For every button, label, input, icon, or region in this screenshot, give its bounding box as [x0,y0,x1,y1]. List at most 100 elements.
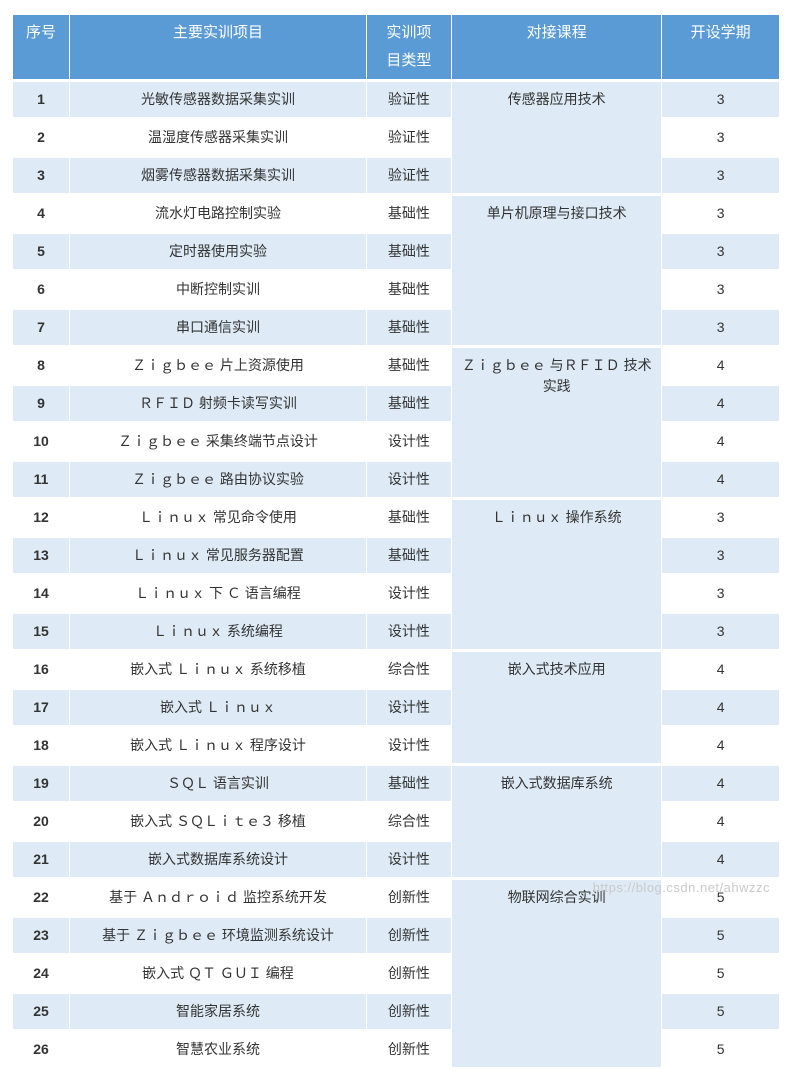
cell-type: 基础性 [367,348,451,383]
table-row: 26 智慧农业系统 创新性 5 [13,1032,779,1067]
cell-term: 4 [662,690,779,725]
table-row: 18 嵌入式 Ｌｉｎｕｘ 程序设计 设计性 4 [13,728,779,763]
cell-proj: 基于 Ａｎｄｒｏｉｄ 监控系统开发 [70,880,366,915]
cell-term: 4 [662,652,779,687]
cell-proj: Ｌｉｎｕｘ 系统编程 [70,614,366,649]
cell-proj: Ｌｉｎｕｘ 常见服务器配置 [70,538,366,573]
col-course: 对接课程 [452,15,661,79]
cell-proj: 嵌入式 ＳＱＬｉｔｅ３ 移植 [70,804,366,839]
table-row: 19 ＳＱＬ 语言实训 基础性 嵌入式数据库系统 4 [13,766,779,801]
cell-seq: 3 [13,158,69,193]
cell-proj: 嵌入式数据库系统设计 [70,842,366,877]
cell-seq: 8 [13,348,69,383]
table-row: 8 Ｚｉｇｂｅｅ 片上资源使用 基础性 Ｚｉｇｂｅｅ 与ＲＦＩＤ 技术实践 4 [13,348,779,383]
col-type: 实训项 目类型 [367,15,451,79]
cell-seq: 2 [13,120,69,155]
cell-seq: 15 [13,614,69,649]
cell-type: 设计性 [367,576,451,611]
cell-course: 传感器应用技术 [452,82,661,193]
cell-term: 3 [662,82,779,117]
cell-term: 5 [662,880,779,915]
table-row: 15 Ｌｉｎｕｘ 系统编程 设计性 3 [13,614,779,649]
cell-term: 5 [662,956,779,991]
table-row: 14 Ｌｉｎｕｘ 下 Ｃ 语言编程 设计性 3 [13,576,779,611]
cell-type: 基础性 [367,196,451,231]
table-row: 12 Ｌｉｎｕｘ 常见命令使用 基础性 Ｌｉｎｕｘ 操作系统 3 [13,500,779,535]
cell-seq: 26 [13,1032,69,1067]
header-row: 序号 主要实训项目 实训项 目类型 对接课程 开设学期 [13,15,779,79]
cell-proj: 温湿度传感器采集实训 [70,120,366,155]
cell-seq: 24 [13,956,69,991]
cell-proj: 嵌入式 Ｌｉｎｕｘ 系统移植 [70,652,366,687]
cell-seq: 22 [13,880,69,915]
cell-term: 4 [662,386,779,421]
cell-seq: 25 [13,994,69,1029]
cell-type: 创新性 [367,994,451,1029]
table-row: 3 烟雾传感器数据采集实训 验证性 3 [13,158,779,193]
cell-term: 3 [662,538,779,573]
cell-proj: 流水灯电路控制实验 [70,196,366,231]
cell-proj: 嵌入式 Ｌｉｎｕｘ [70,690,366,725]
cell-type: 基础性 [367,766,451,801]
cell-seq: 17 [13,690,69,725]
cell-type: 创新性 [367,1032,451,1067]
cell-proj: ＳＱＬ 语言实训 [70,766,366,801]
cell-seq: 16 [13,652,69,687]
table-row: 10 Ｚｉｇｂｅｅ 采集终端节点设计 设计性 4 [13,424,779,459]
col-type-l1: 实训项 [386,24,431,41]
cell-term: 5 [662,1032,779,1067]
cell-type: 基础性 [367,538,451,573]
table-row: 6 中断控制实训 基础性 3 [13,272,779,307]
table-row: 9 ＲＦＩＤ 射频卡读写实训 基础性 4 [13,386,779,421]
cell-term: 4 [662,424,779,459]
cell-proj: Ｚｉｇｂｅｅ 片上资源使用 [70,348,366,383]
cell-term: 3 [662,576,779,611]
cell-course: 嵌入式数据库系统 [452,766,661,877]
cell-seq: 18 [13,728,69,763]
cell-type: 基础性 [367,386,451,421]
cell-type: 基础性 [367,310,451,345]
cell-proj: 中断控制实训 [70,272,366,307]
cell-proj: 烟雾传感器数据采集实训 [70,158,366,193]
cell-term: 4 [662,842,779,877]
cell-term: 3 [662,500,779,535]
cell-seq: 12 [13,500,69,535]
table-row: 7 串口通信实训 基础性 3 [13,310,779,345]
cell-proj: Ｌｉｎｕｘ 常见命令使用 [70,500,366,535]
table-row: 13 Ｌｉｎｕｘ 常见服务器配置 基础性 3 [13,538,779,573]
cell-seq: 14 [13,576,69,611]
cell-seq: 11 [13,462,69,497]
cell-type: 验证性 [367,158,451,193]
cell-proj: 智能家居系统 [70,994,366,1029]
cell-term: 3 [662,234,779,269]
table-row: 24 嵌入式 ＱＴ ＧＵＩ 编程 创新性 5 [13,956,779,991]
cell-term: 4 [662,728,779,763]
col-seq: 序号 [13,15,69,79]
cell-seq: 21 [13,842,69,877]
cell-term: 3 [662,158,779,193]
cell-seq: 13 [13,538,69,573]
cell-proj: ＲＦＩＤ 射频卡读写实训 [70,386,366,421]
cell-type: 基础性 [367,500,451,535]
training-table: 序号 主要实训项目 实训项 目类型 对接课程 开设学期 1 光敏传感器数据采集实… [12,12,780,1070]
cell-type: 验证性 [367,120,451,155]
table-row: 5 定时器使用实验 基础性 3 [13,234,779,269]
cell-course: Ｚｉｇｂｅｅ 与ＲＦＩＤ 技术实践 [452,348,661,497]
cell-type: 创新性 [367,880,451,915]
cell-term: 5 [662,918,779,953]
cell-term: 4 [662,766,779,801]
cell-seq: 6 [13,272,69,307]
cell-seq: 1 [13,82,69,117]
cell-seq: 20 [13,804,69,839]
cell-type: 综合性 [367,804,451,839]
cell-type: 基础性 [367,234,451,269]
table-row: 11 Ｚｉｇｂｅｅ 路由协议实验 设计性 4 [13,462,779,497]
table-row: 21 嵌入式数据库系统设计 设计性 4 [13,842,779,877]
col-type-l2: 目类型 [371,49,447,73]
cell-type: 验证性 [367,82,451,117]
cell-seq: 9 [13,386,69,421]
table-row: 22 基于 Ａｎｄｒｏｉｄ 监控系统开发 创新性 物联网综合实训 5 [13,880,779,915]
cell-course: 嵌入式技术应用 [452,652,661,763]
cell-proj: 定时器使用实验 [70,234,366,269]
table-row: 17 嵌入式 Ｌｉｎｕｘ 设计性 4 [13,690,779,725]
